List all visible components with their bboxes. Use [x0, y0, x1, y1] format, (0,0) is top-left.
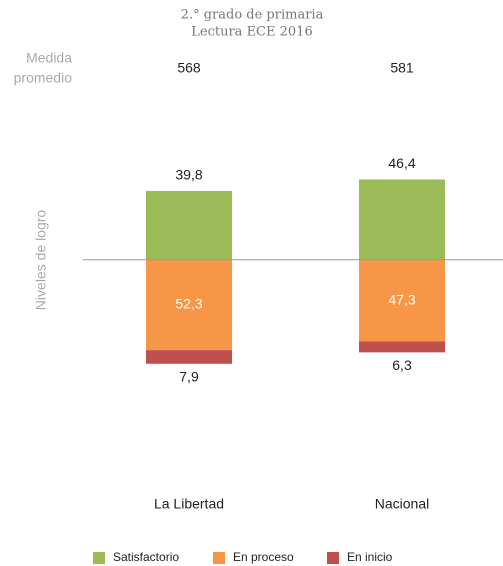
value-label: 46,4: [388, 155, 415, 171]
legend-swatch: [93, 552, 105, 564]
average-label-line: Medida: [26, 50, 72, 66]
legend-label: En proceso: [233, 550, 294, 564]
bar-segment: [146, 190, 232, 260]
y-axis-label: Niveles de logro: [33, 210, 49, 311]
bar-segment: [146, 350, 232, 364]
x-tick-label: La Libertad: [154, 496, 224, 512]
bar-segment: [359, 259, 445, 342]
chart-subtitle: Lectura ECE 2016: [191, 25, 312, 40]
average-label-line: promedio: [14, 70, 73, 86]
value-label: 47,3: [388, 291, 415, 307]
average-value: 581: [390, 60, 414, 76]
x-tick-label: Nacional: [375, 496, 429, 512]
average-value: 568: [177, 60, 201, 76]
value-label: 7,9: [179, 368, 199, 384]
value-label: 52,3: [175, 296, 202, 312]
chart-title: 2.° grado de primaria: [181, 8, 324, 23]
bar-segment: [359, 179, 445, 260]
bar-segment: [146, 259, 232, 351]
value-label: 6,3: [392, 357, 412, 373]
legend-label: En inicio: [347, 550, 393, 564]
legend-swatch: [327, 552, 339, 564]
bar-segment: [359, 341, 445, 353]
value-label: 39,8: [175, 167, 202, 183]
legend-swatch: [213, 552, 225, 564]
legend-label: Satisfactorio: [113, 550, 179, 564]
